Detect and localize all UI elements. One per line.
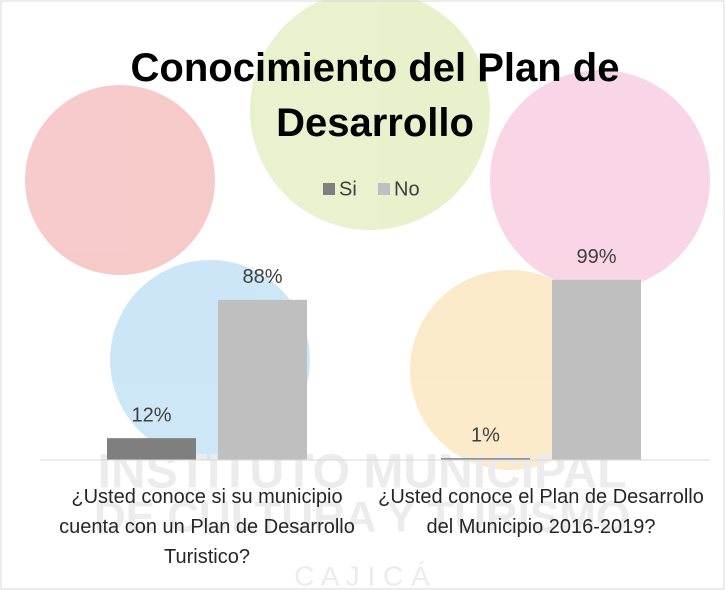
x-tick-label: ¿Usted conoce el Plan de Desarrollo del … — [378, 486, 704, 538]
legend-label: Si — [339, 178, 357, 200]
x-tick-label: ¿Usted conoce si su municipio cuenta con… — [59, 486, 355, 568]
data-label: 1% — [471, 424, 500, 446]
watermark-art — [25, 0, 710, 470]
bar — [218, 299, 307, 460]
bar — [107, 438, 196, 460]
watermark-text: DE CULTURA Y TURISMO — [94, 493, 630, 542]
bar — [441, 458, 530, 460]
data-label: 12% — [131, 404, 171, 426]
legend-swatch — [378, 183, 390, 195]
legend-swatch — [323, 183, 335, 195]
bar — [552, 279, 641, 460]
data-label: 88% — [242, 266, 282, 288]
watermark-text: C A J I C Á — [294, 560, 430, 590]
chart-title: Conocimiento del Plan de Desarrollo — [131, 46, 620, 145]
data-label: 99% — [576, 246, 616, 268]
legend-label: No — [394, 178, 420, 200]
